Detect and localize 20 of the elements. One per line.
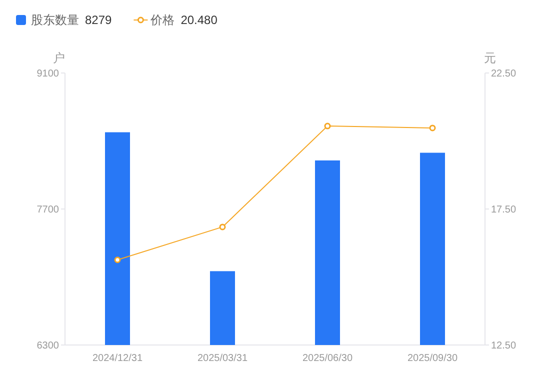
- text: 8279: [85, 13, 112, 27]
- x-tick-label: 2025/06/30: [302, 353, 353, 364]
- x-tick-label: 2025/09/30: [407, 353, 458, 364]
- text: 20.480: [180, 13, 218, 27]
- y2-tick-label: 12.50: [491, 340, 516, 352]
- point: [114, 256, 121, 264]
- y2-tick-label: 22.50: [491, 68, 516, 80]
- x-tick-label: 2024/12/31: [92, 353, 143, 364]
- y-axis-title: 户: [53, 51, 65, 65]
- legend-label: 价格: [150, 13, 175, 27]
- y2-axis-title: 元: [484, 51, 496, 65]
- point: [324, 122, 331, 130]
- y-tick-label: 7700: [36, 204, 60, 216]
- legend-label: 股东数量: [31, 13, 79, 27]
- x-tick-label: 2025/03/31: [197, 353, 248, 364]
- point: [429, 124, 436, 132]
- point: [219, 224, 226, 230]
- y-tick-label: 9100: [36, 68, 60, 80]
- y2-tick-label: 17.50: [491, 204, 516, 216]
- y-tick-label: 6300: [36, 340, 60, 352]
